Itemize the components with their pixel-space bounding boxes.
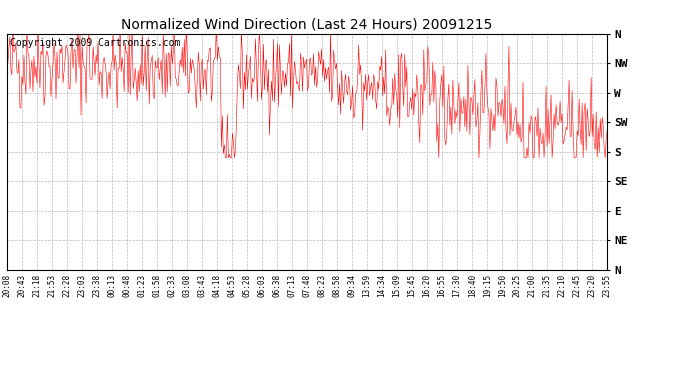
Text: Copyright 2009 Cartronics.com: Copyright 2009 Cartronics.com: [10, 39, 180, 48]
Title: Normalized Wind Direction (Last 24 Hours) 20091215: Normalized Wind Direction (Last 24 Hours…: [121, 17, 493, 31]
